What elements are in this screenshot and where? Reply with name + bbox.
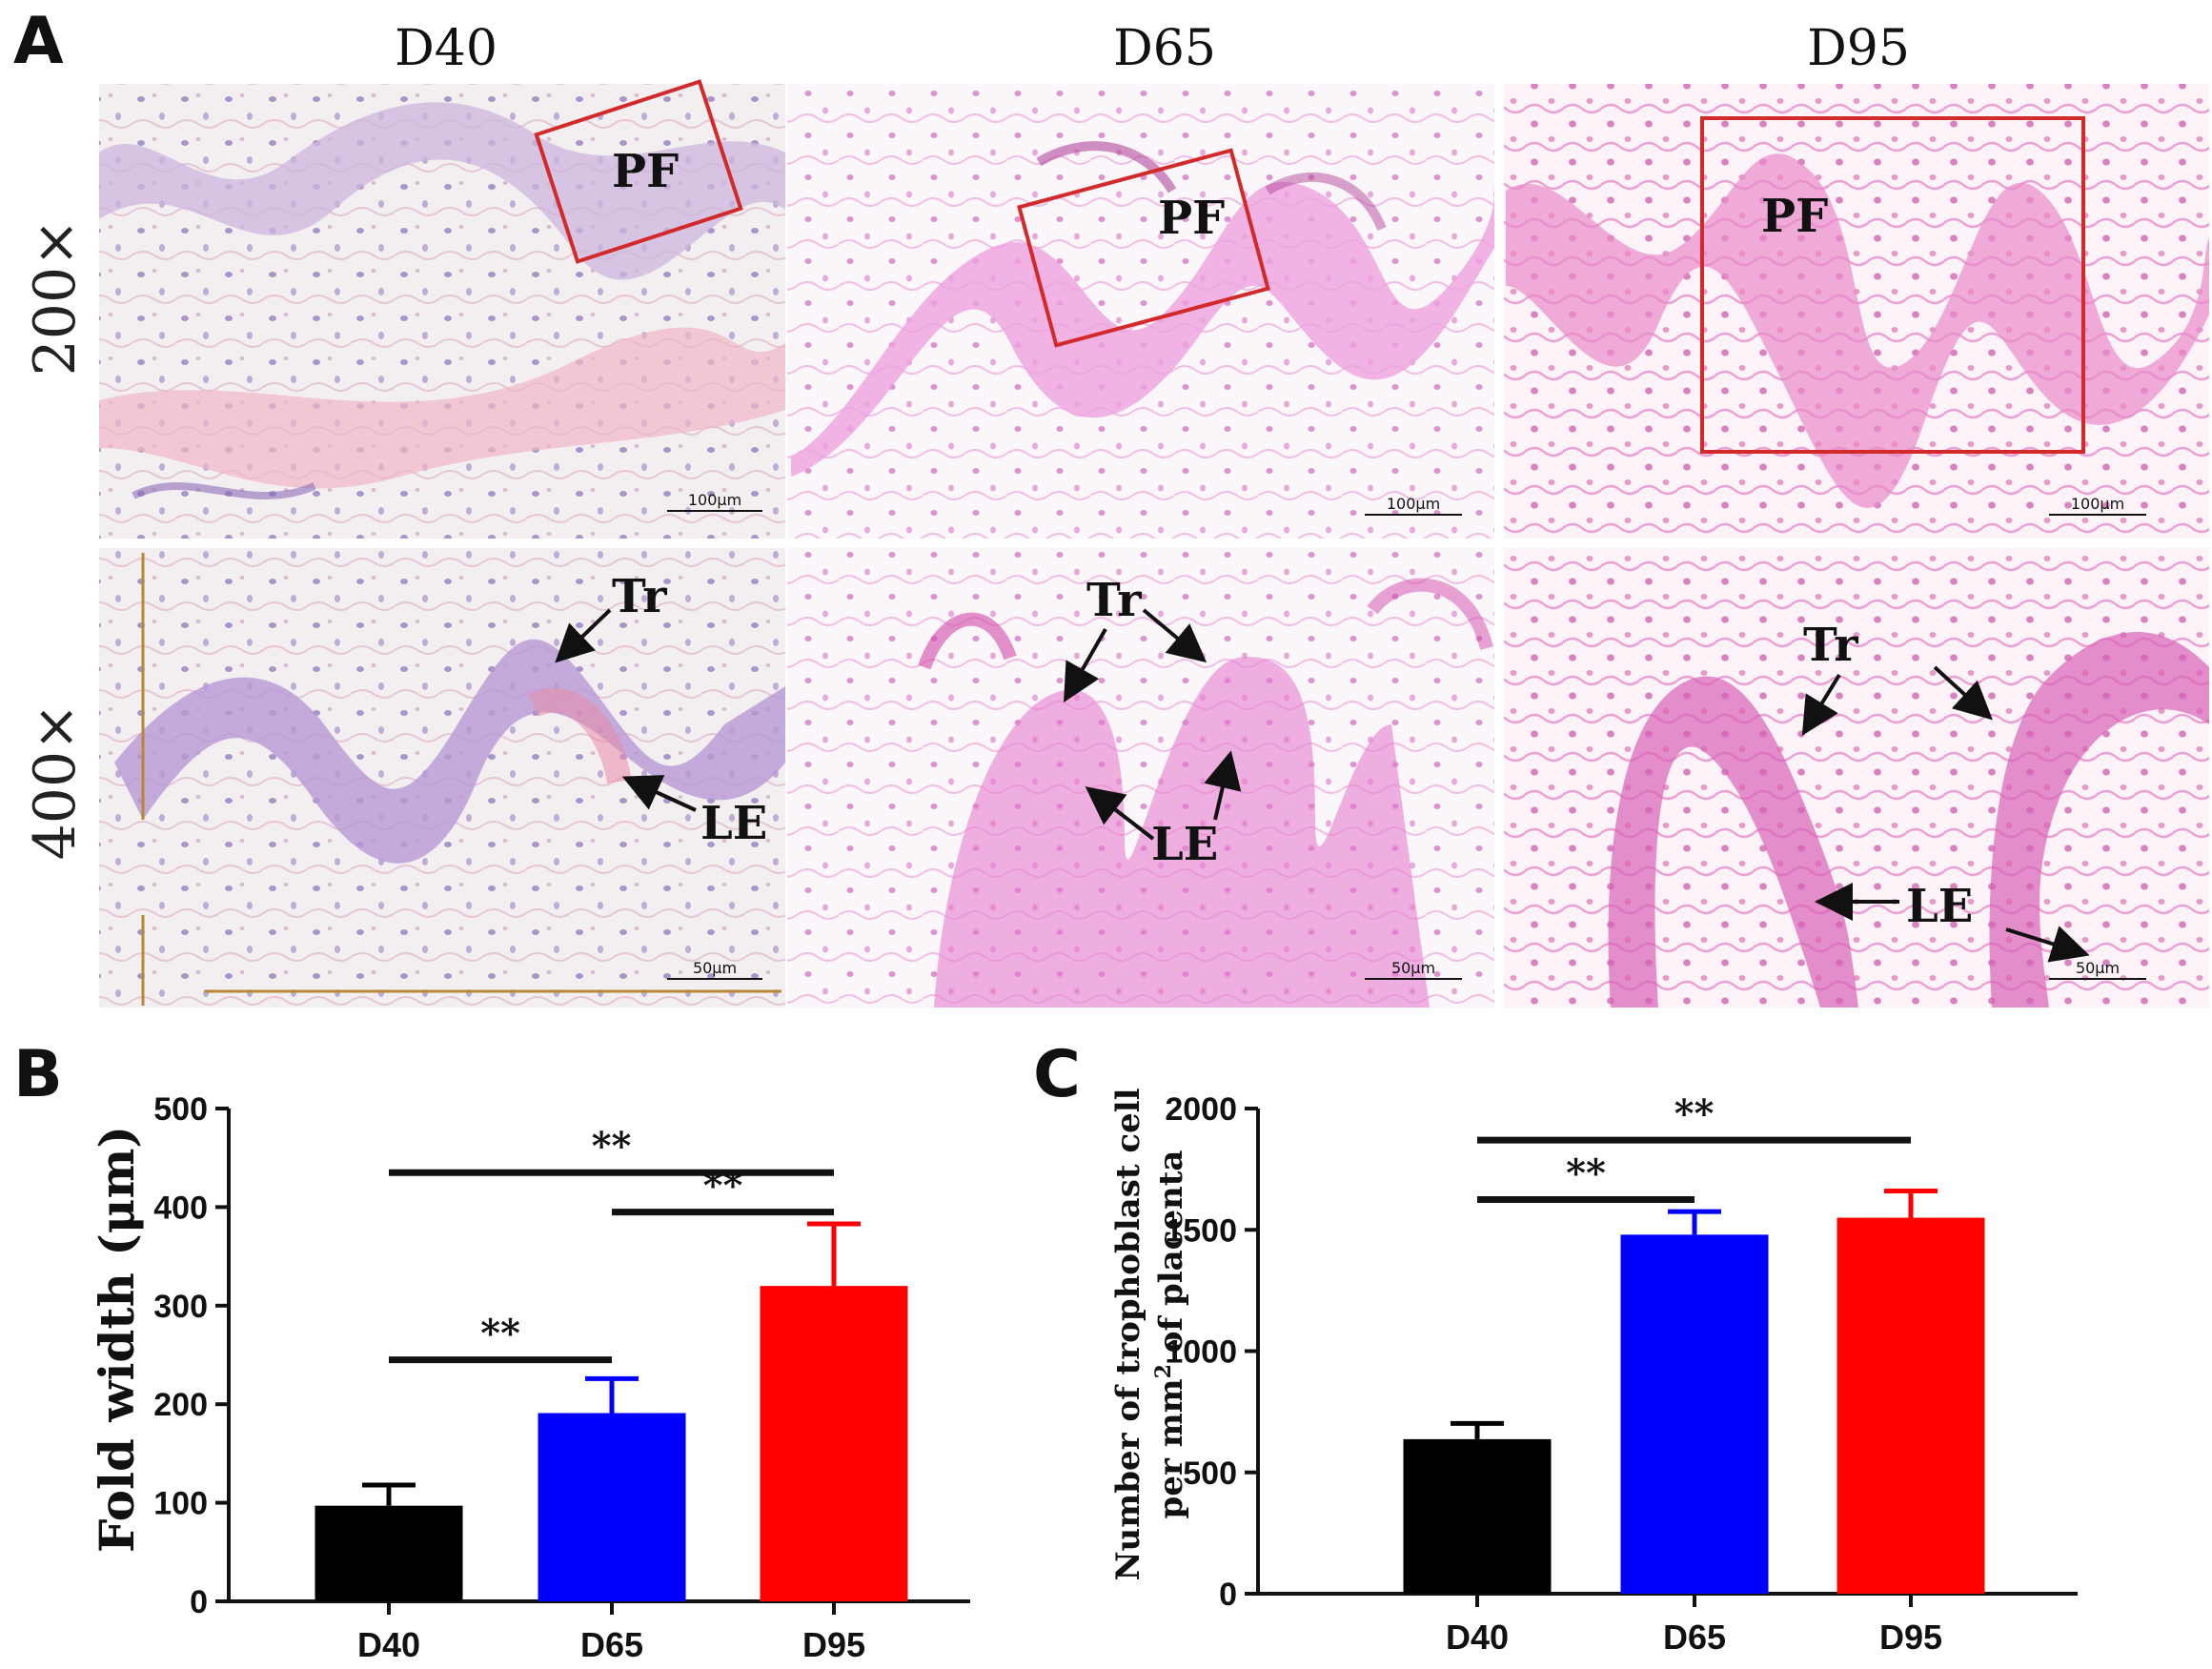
chart-c-ylabel-line1: Number of trophoblast cell: [1109, 1088, 1147, 1580]
label-tr-d65: Tr: [1086, 574, 1142, 627]
arrow-icon: [1933, 665, 1993, 721]
arrow-icon: [2005, 926, 2090, 963]
label-le-d65: LE: [1151, 818, 1218, 871]
arrow-icon: [555, 608, 612, 663]
scale-label-d65-400x: 50μm: [1391, 959, 1435, 977]
micrograph-d95-400x: Tr LE 50μm: [1504, 548, 2209, 1008]
bar-d95: [1837, 1217, 1985, 1594]
y-tick-label: 100: [153, 1486, 208, 1522]
y-tick-label: 0: [190, 1584, 208, 1620]
bar-d65: [538, 1413, 686, 1601]
panel-c: C Number of trophoblast cell per mm2 of …: [1033, 1037, 2078, 1657]
y-tick-label: 300: [153, 1289, 208, 1325]
y-tick-label: 2000: [1165, 1091, 1237, 1128]
arrow-icon: [1064, 628, 1107, 702]
category-label-d65: D65: [580, 1625, 643, 1664]
significance-label: **: [1674, 1091, 1715, 1136]
column-header-d40: D40: [395, 20, 497, 77]
row-header-200x: 200×: [22, 219, 89, 377]
panel-a: A D40 D65 D95 200× 400× PF 100μm PF 100μ…: [13, 4, 2209, 1008]
micrograph-d40-200x: PF 100μm: [99, 79, 785, 539]
arrow-icon: [1204, 750, 1242, 821]
bar-d95: [760, 1286, 908, 1601]
arrow-icon: [1142, 608, 1207, 663]
chart-b: 0 100 200 300 400 500 D40 D65 D95 ** ** **: [153, 1091, 970, 1664]
y-tick-label: 1500: [1165, 1212, 1237, 1249]
label-le-d95: LE: [1906, 880, 1973, 933]
roi-box-d95: [1700, 116, 2085, 454]
micrograph-d95-200x: PF 100μm: [1504, 84, 2209, 539]
y-tick-label: 200: [153, 1387, 208, 1423]
panel-a-letter: A: [13, 4, 64, 79]
scale-label-d40-400x: 50μm: [693, 959, 737, 977]
panel-b-letter: B: [13, 1037, 63, 1112]
scale-label-d65-200x: 100μm: [1387, 495, 1440, 513]
y-tick-label: 1000: [1165, 1334, 1237, 1371]
significance-label: **: [592, 1124, 632, 1169]
arrow-icon: [1085, 786, 1155, 841]
label-tr-d40: Tr: [612, 570, 667, 623]
y-tick-label: 0: [1219, 1577, 1237, 1613]
significance-label: **: [480, 1312, 520, 1356]
label-le-d40: LE: [700, 797, 767, 850]
column-header-d65: D65: [1113, 20, 1216, 77]
bar-d40: [315, 1505, 463, 1601]
category-label-d40: D40: [357, 1625, 420, 1664]
panel-c-letter: C: [1033, 1037, 1081, 1112]
label-pf-d65: PF: [1158, 192, 1225, 245]
category-label-d65: D65: [1663, 1618, 1726, 1657]
micrograph-d40-400x: Tr LE 50μm: [99, 548, 785, 1008]
bar-d65: [1620, 1234, 1769, 1594]
label-pf-d40: PF: [612, 145, 679, 198]
category-label-d40: D40: [1446, 1618, 1509, 1657]
significance-label: **: [703, 1164, 743, 1209]
panel-b: B Fold width (μm) 0 100 200 300 400 500 D40 D65…: [13, 1037, 970, 1664]
label-pf-d95: PF: [1761, 190, 1828, 243]
roi-box-d40: [534, 79, 743, 264]
y-tick-label: 500: [153, 1091, 208, 1128]
label-tr-d95: Tr: [1803, 619, 1858, 672]
micrograph-d65-200x: PF 100μm: [787, 84, 1494, 539]
y-tick-label: 400: [153, 1190, 208, 1226]
category-label-d95: D95: [1879, 1618, 1942, 1657]
column-header-d95: D95: [1807, 20, 1910, 77]
significance-label: **: [1566, 1150, 1606, 1195]
scale-label-d95-400x: 50μm: [2076, 959, 2120, 977]
bar-d40: [1403, 1438, 1552, 1594]
chart-c: 0 500 1000 1500 2000 D40 D65 D95 ** **: [1165, 1091, 2078, 1657]
arrow-icon: [1801, 673, 1841, 736]
scale-label-d95-200x: 100μm: [2071, 495, 2124, 513]
chart-b-ylabel: Fold width (μm): [89, 1126, 145, 1553]
micrograph-d65-400x: Tr LE 50μm: [787, 548, 1494, 1008]
roi-box-d65: [1017, 148, 1270, 348]
row-header-400x: 400×: [22, 703, 89, 861]
arrow-icon: [621, 775, 697, 812]
scale-label-d40-200x: 100μm: [688, 491, 741, 509]
category-label-d95: D95: [802, 1625, 865, 1664]
y-tick-label: 500: [1183, 1455, 1237, 1492]
chart-c-ylabel-line2: per mm2 of placenta: [1151, 1150, 1190, 1519]
